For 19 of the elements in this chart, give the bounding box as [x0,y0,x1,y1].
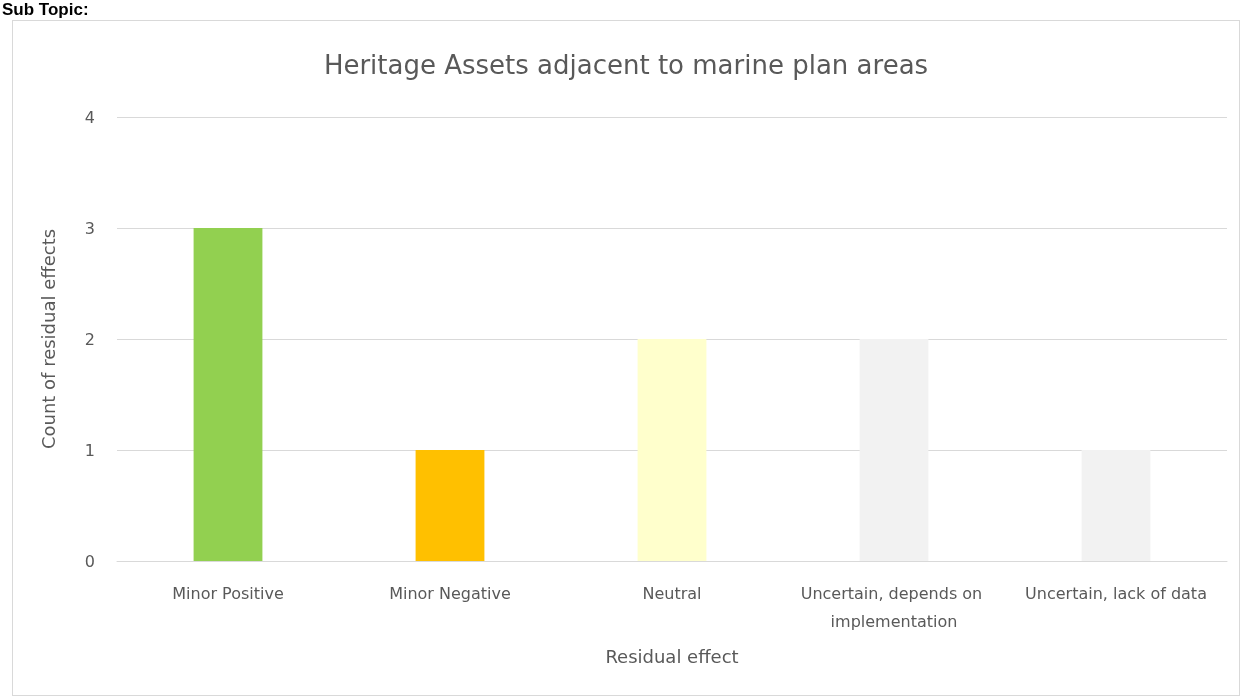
y-tick-label: 0 [84,551,95,571]
bar [1081,450,1151,561]
bar [859,339,929,561]
y-axis-title: Count of residual effects [37,228,59,450]
text: Sub Topic: [2,0,89,20]
x-tick-label: Minor Negative [389,583,511,603]
bar [415,450,485,561]
bar [193,228,263,561]
y-tick-label: 2 [84,329,95,349]
bar [637,339,707,561]
y-tick-label: 1 [84,440,95,460]
x-tick-label: Uncertain, lack of data [1025,583,1207,603]
x-tick-label: Minor Positive [172,583,284,603]
y-tick-label: 3 [84,218,95,238]
x-tick-label: Uncertain, depends on implementation [800,583,988,631]
chart-title: Heritage Assets adjacent to marine plan areas [323,50,929,80]
x-tick-label: Neutral [642,583,702,603]
x-axis-title: Residual effect [605,645,739,667]
y-tick-label: 4 [84,107,95,127]
